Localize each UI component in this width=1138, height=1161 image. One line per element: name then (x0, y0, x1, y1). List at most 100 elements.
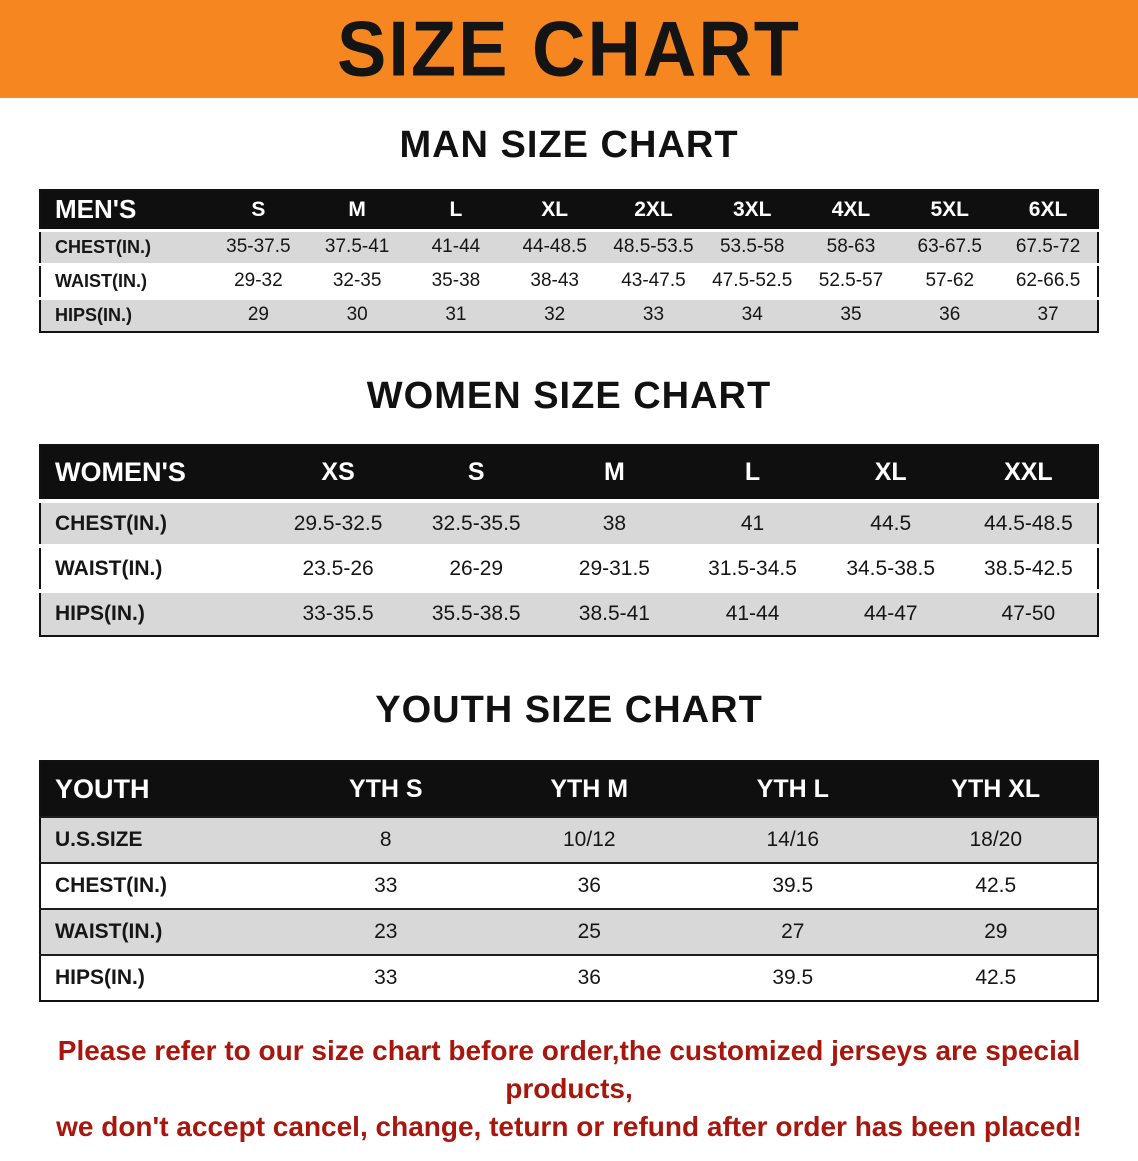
size-column-header: S (467, 458, 485, 486)
size-column-header: XL (541, 197, 569, 221)
banner: SIZE CHART (0, 0, 1138, 98)
size-value-cell: 38 (602, 511, 627, 535)
men-size-table: MEN'S S M L XL 2XL 3XL 4XL 5XL 6XL CHEST(IN.) 35-37… (39, 189, 1099, 333)
table-row: WAIST(IN.) 23 25 27 29 (40, 909, 1098, 955)
size-value-cell: 29-32 (234, 270, 283, 291)
row-label-cell: U.S.SIZE (55, 828, 143, 851)
row-label-cell: WAIST(IN.) (55, 270, 147, 291)
size-value-cell: 37 (1037, 304, 1059, 326)
size-value-cell: 26-29 (449, 556, 504, 580)
table-row: U.S.SIZE 8 10/12 14/16 18/20 (40, 817, 1098, 863)
size-value-cell: 52.5-57 (818, 270, 884, 291)
size-value-cell: 27 (781, 920, 805, 943)
table-row: HIPS(IN.) 33 36 39.5 42.5 (40, 955, 1098, 1001)
size-value-cell: 34 (741, 304, 763, 326)
footer-note: Please refer to our size chart before or… (0, 1032, 1138, 1161)
size-value-cell: 36 (939, 304, 961, 326)
size-value-cell: 30 (346, 304, 368, 326)
table-row: WAIST(IN.) 29-32 32-35 35-38 38-43 43-47.5 47.… (40, 264, 1098, 298)
size-value-cell: 8 (379, 828, 392, 851)
size-value-cell: 36 (577, 966, 601, 989)
size-value-cell: 41-44 (725, 602, 780, 625)
size-value-cell: 29.5-32.5 (293, 511, 383, 535)
size-value-cell: 33 (374, 874, 398, 897)
size-value-cell: 41 (740, 511, 765, 535)
size-column-header: 5XL (930, 197, 969, 221)
size-value-cell: 35.5-38.5 (431, 602, 521, 625)
size-column-header: 2XL (634, 197, 673, 221)
size-value-cell: 53.5-58 (719, 236, 785, 257)
table-title-cell: MEN'S (55, 194, 137, 225)
table-row: CHEST(IN.) 29.5-32.5 32.5-35.5 38 41 44.5 44.5… (40, 501, 1098, 546)
row-label-cell: HIPS(IN.) (55, 304, 133, 325)
size-column-header: 6XL (1028, 197, 1068, 221)
women-size-table: WOMEN'S XS S M L XL XXL CHEST(IN.) 29.5-32.5 32.5… (39, 444, 1099, 637)
size-column-header: 4XL (831, 197, 871, 221)
size-value-cell: 57-62 (925, 270, 975, 291)
size-value-cell: 47.5-52.5 (712, 270, 793, 291)
table-title-cell: YOUTH (55, 773, 150, 804)
size-value-cell: 31 (445, 304, 467, 326)
banner-title: SIZE CHART (337, 4, 801, 93)
size-value-cell: 44.5 (870, 511, 912, 535)
size-value-cell: 10/12 (562, 828, 616, 851)
size-value-cell: 41-44 (431, 236, 481, 257)
size-value-cell: 39.5 (772, 966, 814, 989)
size-column-header: M (603, 458, 625, 486)
size-value-cell: 42.5 (975, 966, 1017, 989)
size-value-cell: 43-47.5 (621, 270, 686, 291)
size-value-cell: 23 (374, 920, 398, 943)
size-column-header: XXL (1004, 458, 1053, 486)
size-value-cell: 37.5-41 (324, 236, 390, 257)
table-row: HIPS(IN.) 33-35.5 35.5-38.5 38.5-41 41-44 44-… (40, 591, 1098, 636)
row-label-cell: HIPS(IN.) (55, 602, 145, 625)
size-value-cell: 29 (247, 304, 269, 326)
table-row: CHEST(IN.) 35-37.5 37.5-41 41-44 44-48.5 48.5… (40, 230, 1098, 264)
size-value-cell: 38-43 (530, 270, 579, 291)
size-value-cell: 29 (984, 920, 1008, 943)
table-header-row: YOUTH YTH S YTH M YTH L YTH XL (40, 761, 1098, 817)
size-column-header: L (744, 458, 761, 486)
size-value-cell: 31.5-34.5 (708, 556, 797, 580)
women-section-heading: WOMEN SIZE CHART (366, 375, 772, 417)
size-value-cell: 63-67.5 (917, 236, 982, 257)
table-header-row: MEN'S S M L XL 2XL 3XL 4XL 5XL 6XL (40, 190, 1098, 230)
size-value-cell: 47-50 (1001, 602, 1056, 625)
men-section-heading: MAN SIZE CHART (399, 124, 739, 166)
size-column-header: XL (874, 458, 907, 486)
size-value-cell: 33 (374, 966, 398, 989)
size-value-cell: 38.5-41 (578, 602, 650, 625)
size-column-header: L (449, 197, 463, 221)
table-header-row: WOMEN'S XS S M L XL XXL (40, 445, 1098, 501)
size-value-cell: 32.5-35.5 (431, 511, 521, 535)
table-row: WAIST(IN.) 23.5-26 26-29 29-31.5 31.5-34.5 34… (40, 546, 1098, 591)
size-column-header: YTH M (550, 774, 629, 803)
size-value-cell: 32-35 (332, 270, 382, 291)
size-value-cell: 23.5-26 (302, 556, 374, 580)
size-value-cell: 35 (840, 304, 862, 326)
size-value-cell: 29-31.5 (578, 556, 650, 580)
row-label-cell: CHEST(IN.) (55, 236, 151, 257)
size-value-cell: 36 (577, 874, 601, 897)
size-value-cell: 58-63 (826, 236, 876, 257)
size-column-header: 3XL (732, 197, 772, 221)
size-column-header: M (348, 197, 366, 221)
footer-note-line2: we don't accept cancel, change, teturn o… (56, 1110, 1082, 1142)
size-value-cell: 42.5 (975, 874, 1017, 897)
table-row: HIPS(IN.) 29 30 31 32 33 34 35 36 37 (40, 298, 1098, 332)
size-value-cell: 44.5-48.5 (984, 511, 1073, 535)
size-value-cell: 32 (544, 304, 566, 326)
size-value-cell: 38.5-42.5 (984, 556, 1073, 580)
size-value-cell: 14/16 (766, 828, 820, 851)
size-value-cell: 35-37.5 (226, 236, 291, 257)
table-title-cell: WOMEN'S (55, 457, 186, 487)
size-value-cell: 33 (642, 304, 665, 326)
youth-size-table: YOUTH YTH S YTH M YTH L YTH XL U.S.SIZE 8 10/12… (39, 760, 1099, 1002)
size-value-cell: 67.5-72 (1015, 236, 1081, 257)
table-row: CHEST(IN.) 33 36 39.5 42.5 (40, 863, 1098, 909)
row-label-cell: WAIST(IN.) (55, 556, 163, 580)
size-column-header: YTH XL (951, 774, 1041, 803)
size-value-cell: 25 (577, 920, 601, 943)
size-column-header: XS (321, 458, 355, 486)
